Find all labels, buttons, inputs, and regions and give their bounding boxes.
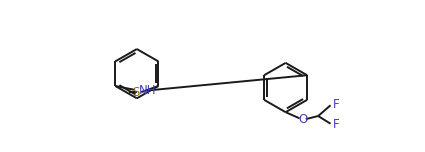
Text: S: S [132, 86, 140, 99]
Text: NH: NH [139, 84, 156, 97]
Text: F: F [333, 98, 340, 111]
Text: F: F [333, 118, 340, 131]
Text: O: O [298, 113, 307, 126]
